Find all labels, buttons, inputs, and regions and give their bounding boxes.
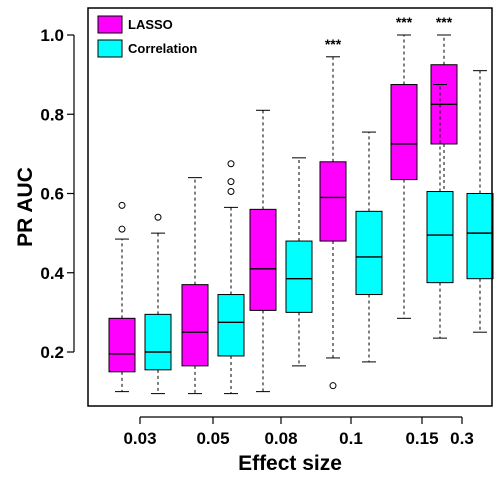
legend-label-lasso: LASSO xyxy=(128,17,173,32)
box-body xyxy=(144,313,172,371)
x-tick-label: 0.3 xyxy=(450,429,474,448)
y-tick-label: 0.8 xyxy=(40,105,64,124)
plot-frame xyxy=(87,7,493,407)
box-lasso-0.05 xyxy=(181,177,209,395)
box-body xyxy=(390,84,418,181)
box-body xyxy=(319,161,347,242)
y-axis-label: PR AUC xyxy=(14,167,37,247)
box-correlation-0.1 xyxy=(355,131,383,363)
legend-label-correlation: Correlation xyxy=(128,41,197,56)
box-correlation-0.03 xyxy=(144,213,172,395)
x-tick-label: 0.1 xyxy=(339,429,363,448)
y-tick-label: 0.2 xyxy=(40,343,64,362)
x-tick-label: 0.08 xyxy=(264,429,297,448)
x-tick-label: 0.05 xyxy=(196,429,229,448)
box-body xyxy=(355,210,383,296)
legend-swatch-lasso xyxy=(97,15,123,34)
box-correlation-0.3 xyxy=(466,70,494,333)
plot-area: *** *** *** xyxy=(108,14,494,395)
legend: LASSO Correlation xyxy=(97,15,197,58)
box-lasso-0.03 xyxy=(108,201,136,393)
y-tick-label: 0.4 xyxy=(40,264,64,283)
box-correlation-0.15 xyxy=(426,84,454,339)
x-axis-label: Effect size xyxy=(238,452,342,475)
x-tick-label: 0.03 xyxy=(123,429,156,448)
x-tick-label: 0.15 xyxy=(405,429,438,448)
box-body xyxy=(249,208,277,311)
significance-annotation: *** xyxy=(325,36,342,52)
box-body xyxy=(217,294,245,357)
box-correlation-0.05 xyxy=(217,160,245,395)
box-body xyxy=(108,317,136,373)
box-lasso-0.08 xyxy=(249,109,277,393)
box-body xyxy=(181,284,209,367)
outlier-point xyxy=(227,178,235,186)
outlier-point xyxy=(329,382,337,390)
outlier-point xyxy=(118,225,126,233)
box-body xyxy=(426,191,454,284)
outlier-point xyxy=(154,213,162,221)
outlier-point xyxy=(227,188,235,196)
y-tick-label: 0.6 xyxy=(40,185,64,204)
outlier-point xyxy=(118,201,126,209)
box-body xyxy=(466,193,494,280)
box-lasso-0.1 xyxy=(319,56,347,390)
y-tick-label: 1.0 xyxy=(40,26,64,45)
axes: 0.2 0.4 0.6 0.8 1.0 0.03 0.05 0.08 0.1 0.15 0.3 xyxy=(40,26,473,448)
legend-swatch-correlation xyxy=(97,39,123,58)
box-lasso-0.15 xyxy=(390,34,418,319)
significance-annotation: *** xyxy=(396,14,413,30)
box-body xyxy=(285,240,313,313)
outlier-point xyxy=(227,160,235,168)
box-correlation-0.08 xyxy=(285,157,313,367)
significance-annotation: *** xyxy=(436,14,453,30)
